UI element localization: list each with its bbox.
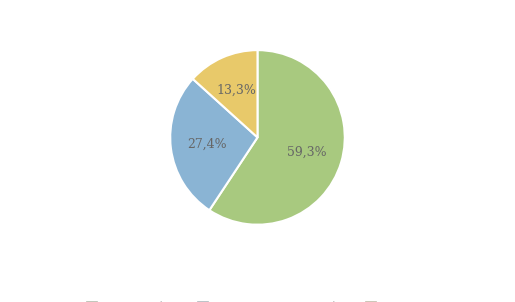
Wedge shape [170,79,258,210]
Text: 27,4%: 27,4% [187,137,227,150]
Wedge shape [193,50,258,137]
Text: 59,3%: 59,3% [287,146,327,159]
Text: 13,3%: 13,3% [217,84,256,97]
Wedge shape [210,50,345,225]
Legend: Normoglicémia, Hiperglicemia intermédia, Diabetes: Normoglicémia, Hiperglicemia intermédia,… [81,297,434,302]
